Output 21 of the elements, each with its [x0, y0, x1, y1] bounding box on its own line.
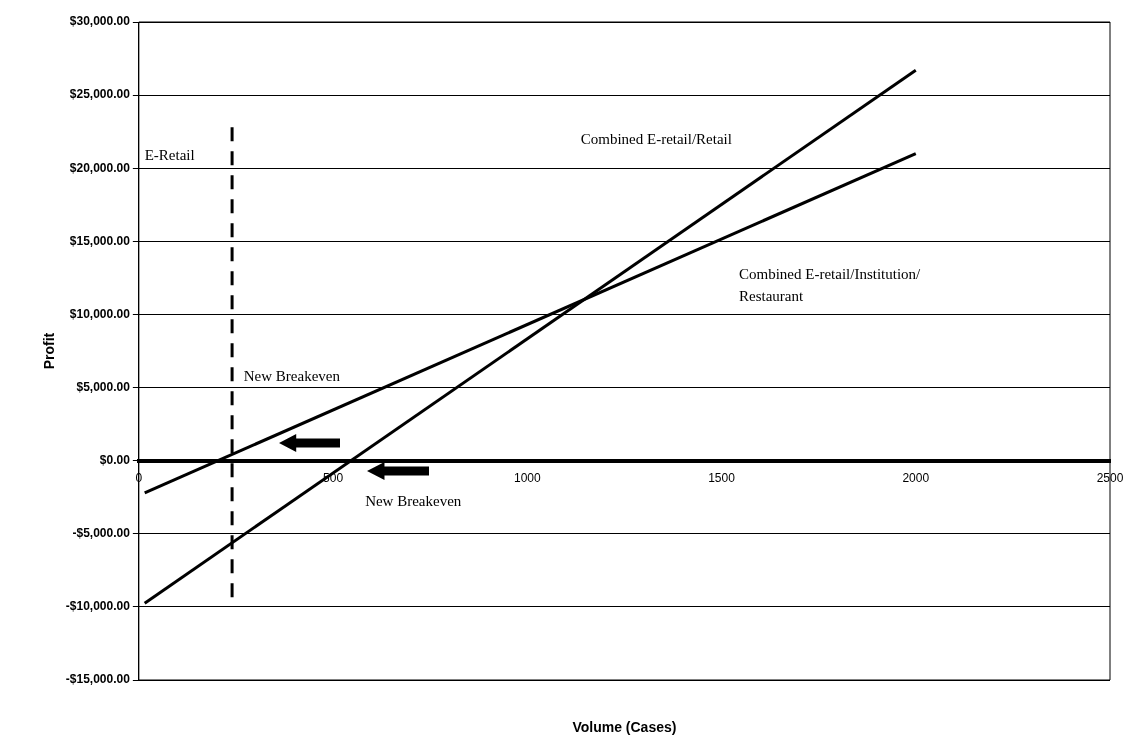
y-tick-label: -$5,000.00	[72, 526, 131, 541]
text: E-Retail	[144, 147, 195, 164]
y-tick-label: $15,000.00	[69, 233, 131, 248]
y-tick-label: $10,000.00	[69, 306, 131, 321]
y-tick-label: $0.00	[99, 452, 131, 467]
y-axis-title: Profit	[41, 332, 58, 370]
annotation: New Breakeven	[365, 493, 462, 510]
y-tick-label: $25,000.00	[69, 87, 131, 102]
text: Combined E-retail/Retail	[580, 130, 732, 147]
y-tick-label: $30,000.00	[69, 14, 131, 29]
x-tick-label: 1000	[513, 471, 541, 486]
y-tick-label: $20,000.00	[69, 160, 131, 175]
y-tick-label: -$10,000.00	[65, 599, 131, 614]
x-axis-title: Volume (Cases)	[572, 719, 677, 735]
y-tick-label: $5,000.00	[76, 379, 131, 394]
x-tick-label: 2000	[902, 471, 930, 486]
x-tick-label: 2500	[1096, 471, 1124, 486]
annotation: New Breakeven	[243, 367, 341, 384]
y-tick-label: -$15,000.00	[65, 672, 131, 687]
text: Combined E-retail/Institution/Restaurant	[739, 265, 922, 304]
x-tick-label: 1500	[708, 471, 736, 486]
